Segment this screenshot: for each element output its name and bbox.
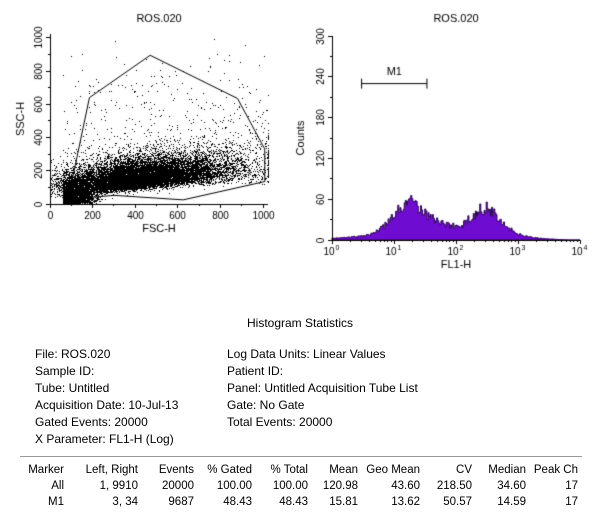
cell-cv: 218.50 [436,480,472,492]
stats-right-column: Log Data Units: Linear Values Patient ID… [227,346,418,431]
stat-x-parameter: X Parameter: FL1-H (Log) [35,432,174,446]
cell-pct-total: 100.00 [272,480,308,492]
stat-patient-id: Patient ID: [227,364,284,378]
stat-tube: Tube: Untitled [35,381,110,395]
stat-gated-events: Gated Events: 20000 [35,415,148,429]
header-events: Events [158,464,194,476]
stat-total-events: Total Events: 20000 [227,415,333,429]
header-pct-gated: % Gated [207,464,252,476]
table-row-all: All 1, 9910 20000 100.00 100.00 120.98 4… [20,478,582,494]
cell-events: 20000 [162,480,194,492]
cell-geo-mean: 43.60 [391,480,420,492]
cell-pct-total: 48.43 [279,496,308,508]
header-cv: CV [456,464,472,476]
fsc-ssc-scatter-plot [8,4,282,244]
cell-left-right: 3, 34 [112,496,138,508]
table-row-m1: M1 3, 34 9687 48.43 48.43 15.81 13.62 50… [20,494,582,510]
cell-cv2: 13.62 [391,496,420,508]
stats-left-column: File: ROS.020 Sample ID: Tube: Untitled … [35,346,178,448]
histogram-statistics-title: Histogram Statistics [246,316,354,330]
cell-mean: 15.81 [329,496,358,508]
cell-cv: 50.57 [443,496,472,508]
cell-pct-gated: 48.43 [223,496,252,508]
cell-median: 34.60 [497,480,526,492]
stat-acquisition-date: Acquisition Date: 10-Jul-13 [35,398,179,412]
fl1-histogram-plot [284,4,596,276]
cell-left-right: 1, 9910 [99,480,138,492]
header-marker: Marker [28,464,64,476]
cell-peak-ch: 17 [565,496,578,508]
cell-pct-gated: 100.00 [216,480,252,492]
cell-events: 9687 [168,496,194,508]
cell-marker: All [51,480,64,492]
cell-median: 14.59 [497,496,526,508]
header-left-right: Left, Right [85,464,138,476]
cell-marker: M1 [48,496,64,508]
stat-sample-id: Sample ID: [35,364,95,378]
marker-statistics-table: Marker Left, Right Events % Gated % Tota… [20,456,582,510]
stat-panel: Panel: Untitled Acquisition Tube List [227,381,418,395]
header-pct-total: % Total [270,464,308,476]
cell-mean: 120.98 [322,480,358,492]
header-peak-ch: Peak Ch [533,464,578,476]
table-header-row: Marker Left, Right Events % Gated % Tota… [20,462,582,478]
stat-gate: Gate: No Gate [227,398,305,412]
stat-log-data-units: Log Data Units: Linear Values [227,347,386,361]
header-geo-mean: Geo Mean [366,464,420,476]
cell-peak-ch: 17 [565,480,578,492]
header-mean: Mean [329,464,358,476]
header-median: Median [488,464,526,476]
stat-file: File: ROS.020 [35,347,111,361]
